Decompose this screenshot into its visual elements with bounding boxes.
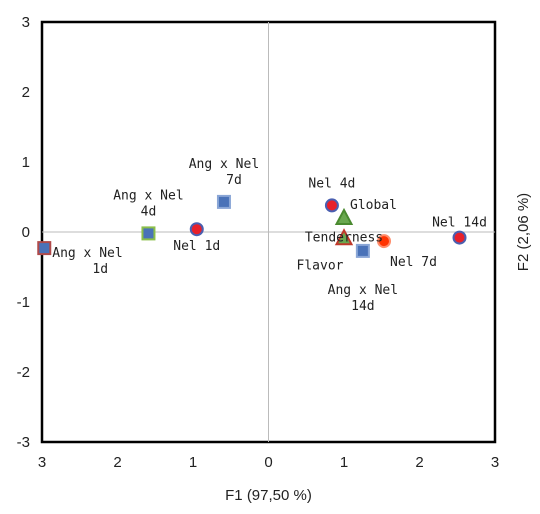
label-ang-x-nel-14d: Ang x Nel — [328, 283, 398, 298]
y-tick-labels: 3 2 1 0 -1 -2 -3 — [17, 14, 30, 451]
label-tenderness: Tenderness — [305, 230, 383, 245]
label-ang-x-nel-4d: Ang x Nel — [113, 188, 183, 203]
point-nel-14d — [452, 230, 467, 245]
point-nel-7d — [377, 234, 392, 249]
label-nel-1d: Nel 1d — [173, 239, 220, 254]
point-nel-4d — [324, 198, 339, 213]
x-tick-label: 1 — [189, 454, 197, 471]
x-tick-label: 2 — [415, 454, 423, 471]
point-ang-x-nel-4d — [141, 226, 156, 241]
label-nel-14d: Nel 14d — [432, 216, 487, 231]
x-tick-labels: 3 2 1 0 1 2 3 — [38, 454, 499, 471]
y-tick-label: 3 — [22, 14, 30, 31]
x-tick-label: 3 — [491, 454, 499, 471]
x-tick-label: 0 — [264, 454, 272, 471]
data-points — [37, 194, 467, 258]
x-tick-label: 3 — [38, 454, 46, 471]
y-axis-title: F2 (2,06 %) — [515, 193, 532, 271]
label-global: Global — [350, 198, 397, 213]
label-flavor: Flavor — [297, 258, 344, 273]
y-tick-label: -2 — [17, 364, 30, 381]
label-ang-x-nel-4d: 4d — [141, 204, 157, 219]
y-tick-label: 0 — [22, 224, 30, 241]
y-tick-label: -3 — [17, 434, 30, 451]
y-tick-label: 2 — [22, 84, 30, 101]
label-ang-x-nel-7d: 7d — [226, 173, 242, 188]
label-ang-x-nel-7d: Ang x Nel — [189, 157, 259, 172]
label-nel-7d: Nel 7d — [390, 255, 437, 270]
label-ang-x-nel-14d: 14d — [351, 299, 374, 314]
point-tenderness — [334, 228, 354, 246]
point-ang-x-nel-7d — [216, 194, 231, 209]
y-tick-label: -1 — [17, 294, 30, 311]
y-tick-label: 1 — [22, 154, 30, 171]
label-ang-x-nel-1d: 1d — [92, 262, 108, 277]
point-global — [334, 207, 354, 225]
label-ang-x-nel-1d: Ang x Nel — [52, 246, 122, 261]
point-nel-1d — [189, 222, 204, 237]
point-ang-x-nel-1d — [37, 241, 52, 256]
point-ang-x-nel-14d — [355, 243, 370, 258]
x-tick-label: 2 — [113, 454, 121, 471]
x-tick-label: 1 — [340, 454, 348, 471]
x-axis-title: F1 (97,50 %) — [225, 487, 312, 504]
label-nel-4d: Nel 4d — [308, 176, 355, 191]
